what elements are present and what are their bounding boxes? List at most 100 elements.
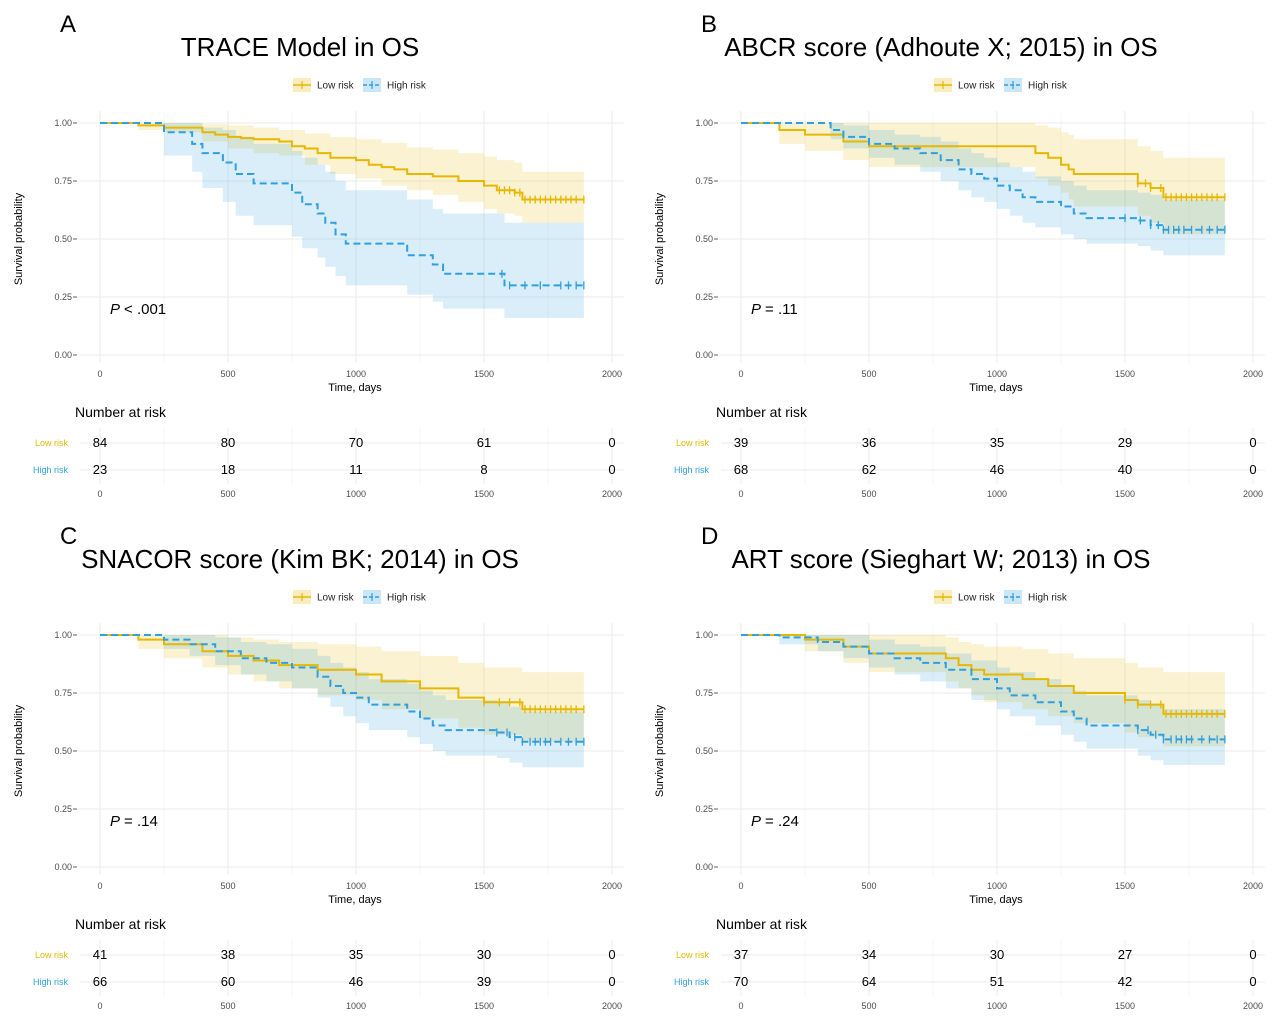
risk-count-high: 46 bbox=[349, 974, 363, 989]
risk-count-low: 0 bbox=[1249, 435, 1256, 450]
y-axis-title: Survival probability bbox=[13, 704, 25, 797]
x-tick-label: 1000 bbox=[987, 369, 1007, 379]
risk-count-low: 61 bbox=[477, 435, 491, 450]
risk-count-high: 18 bbox=[221, 462, 235, 477]
risk-count-high: 0 bbox=[1249, 974, 1256, 989]
x-tick-label: 2000 bbox=[1243, 881, 1263, 891]
x-axis-title: Time, days bbox=[328, 894, 382, 906]
p-value-text: = .14 bbox=[124, 813, 158, 830]
x-tick-label: 500 bbox=[220, 881, 235, 891]
x-tick-label: 1500 bbox=[1115, 881, 1135, 891]
y-tick-label: 0.00 bbox=[695, 350, 713, 360]
risk-count-low: 30 bbox=[477, 947, 491, 962]
ci-band-low bbox=[100, 635, 584, 742]
legend-label: High risk bbox=[1028, 81, 1068, 92]
panel-letter: B bbox=[701, 11, 717, 38]
panel-letter: A bbox=[60, 11, 76, 38]
risk-count-low: 70 bbox=[349, 435, 363, 450]
curve-low-risk bbox=[741, 122, 1225, 199]
p-value-symbol: P bbox=[110, 813, 120, 830]
risk-count-low: 29 bbox=[1118, 435, 1132, 450]
risk-row-label-low: Low risk bbox=[35, 950, 69, 960]
risk-x-tick-label: 1500 bbox=[474, 489, 494, 499]
grid bbox=[719, 111, 1265, 363]
legend: Low risk High risk bbox=[293, 590, 427, 604]
x-tick-label: 2000 bbox=[602, 369, 622, 379]
p-value: P = .14 bbox=[110, 813, 158, 830]
ci-band-high bbox=[741, 123, 1225, 256]
risk-count-high: 70 bbox=[734, 974, 748, 989]
risk-count-high: 0 bbox=[1249, 462, 1256, 477]
y-tick-label: 0.50 bbox=[54, 234, 72, 244]
risk-count-high: 68 bbox=[734, 462, 748, 477]
risk-count-high: 60 bbox=[221, 974, 235, 989]
legend-high: High risk bbox=[1004, 590, 1068, 604]
risk-x-tick-label: 2000 bbox=[1243, 489, 1263, 499]
y-axis-title: Survival probability bbox=[654, 704, 666, 797]
p-value-symbol: P bbox=[110, 301, 120, 318]
x-axis-title: Time, days bbox=[969, 894, 1023, 906]
risk-count-high: 23 bbox=[93, 462, 107, 477]
legend-label: High risk bbox=[387, 593, 427, 604]
legend-label: High risk bbox=[387, 81, 427, 92]
risk-x-tick-label: 500 bbox=[861, 1001, 876, 1011]
y-tick-label: 0.50 bbox=[695, 746, 713, 756]
p-value-symbol: P bbox=[751, 301, 761, 318]
km-plot-svg: B ABCR score (Adhoute X; 2015) in OS Low r… bbox=[654, 11, 1265, 499]
curve-high-risk bbox=[100, 634, 584, 743]
legend-label: Low risk bbox=[317, 81, 355, 92]
y-tick-label: 0.25 bbox=[54, 804, 72, 814]
risk-count-high: 66 bbox=[93, 974, 107, 989]
y-tick-label: 1.00 bbox=[695, 118, 713, 128]
curve-low-risk bbox=[100, 122, 584, 201]
p-value-text: = .11 bbox=[765, 301, 798, 318]
panel-title: SNACOR score (Kim BK; 2014) in OS bbox=[81, 544, 519, 574]
legend: Low risk High risk bbox=[293, 78, 427, 92]
x-tick-label: 0 bbox=[738, 881, 743, 891]
risk-table-heading: Number at risk bbox=[75, 916, 167, 932]
risk-x-tick-label: 2000 bbox=[1243, 1001, 1263, 1011]
ci-band-low bbox=[741, 635, 1225, 747]
risk-count-high: 64 bbox=[862, 974, 876, 989]
panel-title: TRACE Model in OS bbox=[181, 32, 419, 62]
x-tick-label: 0 bbox=[97, 369, 102, 379]
risk-count-low: 38 bbox=[221, 947, 235, 962]
risk-x-tick-label: 1500 bbox=[474, 1001, 494, 1011]
legend-low: Low risk bbox=[293, 590, 355, 604]
legend-label: High risk bbox=[1028, 593, 1068, 604]
p-value-text: < .001 bbox=[124, 301, 166, 318]
risk-x-tick-label: 1000 bbox=[346, 1001, 366, 1011]
y-tick-label: 0.75 bbox=[695, 688, 713, 698]
legend-high: High risk bbox=[1004, 78, 1068, 92]
risk-count-low: 39 bbox=[734, 435, 748, 450]
grid bbox=[78, 623, 624, 875]
risk-x-tick-label: 500 bbox=[220, 489, 235, 499]
x-tick-label: 500 bbox=[861, 881, 876, 891]
risk-row-label-low: Low risk bbox=[676, 438, 710, 448]
x-tick-label: 1000 bbox=[346, 369, 366, 379]
curve-high-risk bbox=[100, 122, 584, 287]
x-tick-label: 1000 bbox=[987, 881, 1007, 891]
y-tick-label: 0.00 bbox=[54, 862, 72, 872]
x-tick-label: 500 bbox=[220, 369, 235, 379]
risk-count-low: 84 bbox=[93, 435, 107, 450]
risk-table: Number at risk Low risk High risk 41 66 0 38 60… bbox=[33, 916, 624, 1011]
risk-row-label-low: Low risk bbox=[35, 438, 69, 448]
risk-x-tick-label: 0 bbox=[738, 489, 743, 499]
p-value: P = .24 bbox=[751, 813, 799, 830]
ci-band-low bbox=[741, 123, 1225, 235]
legend-low: Low risk bbox=[934, 590, 996, 604]
censor-marks-low bbox=[483, 698, 585, 714]
risk-x-tick-label: 2000 bbox=[602, 1001, 622, 1011]
ci-band-high bbox=[100, 635, 584, 768]
x-tick-label: 1500 bbox=[1115, 369, 1135, 379]
risk-x-tick-label: 1000 bbox=[987, 489, 1007, 499]
risk-count-high: 62 bbox=[862, 462, 876, 477]
panel-title: ABCR score (Adhoute X; 2015) in OS bbox=[724, 32, 1158, 62]
panel-letter: C bbox=[60, 523, 77, 550]
y-tick-label: 0.25 bbox=[695, 292, 713, 302]
risk-x-tick-label: 2000 bbox=[602, 489, 622, 499]
risk-count-high: 46 bbox=[990, 462, 1004, 477]
